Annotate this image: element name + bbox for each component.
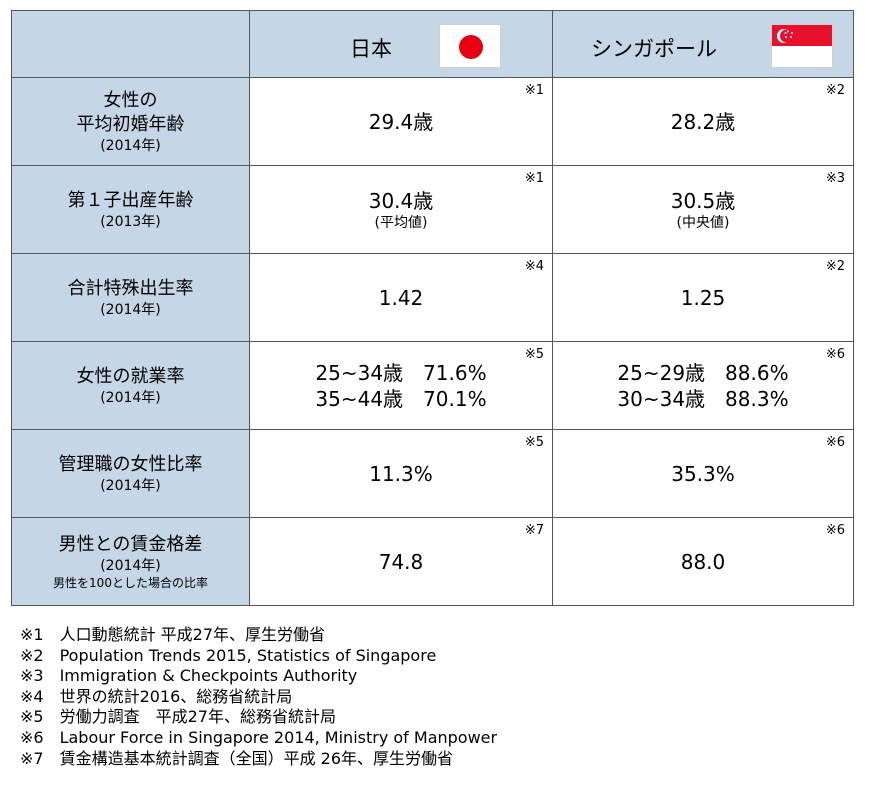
source-reference: ※5: [524, 347, 544, 362]
source-reference: ※2: [825, 259, 845, 274]
singapore-value-cell: ※2 28.2歳: [552, 77, 854, 166]
row-label-cell: 管理職の女性比率 (2014年): [11, 429, 250, 518]
row-year: (2013年): [100, 213, 161, 230]
row-label-cell: 女性の就業率 (2014年): [11, 341, 250, 430]
row-label: 合計特殊出生率: [67, 277, 194, 299]
footnote: ※2 Population Trends 2015, Statistics of…: [20, 645, 437, 665]
header-japan: 日本: [249, 10, 553, 78]
singapore-value-cell: ※6 25~29歳 88.6% 30~34歳 88.3%: [552, 341, 854, 430]
table-body: 女性の 平均初婚年齢 (2014年) ※1 29.4歳 ※2 28.2歳第１子出産年齢 (20…: [11, 77, 854, 606]
singapore-value: 88.0: [680, 549, 726, 574]
japan-value-cell: ※7 74.8: [249, 517, 553, 606]
singapore-value-cell: ※6 88.0: [552, 517, 854, 606]
source-reference: ※6: [825, 435, 845, 450]
comparison-table: 日本 シンガポール 女性の 平均初婚年齢 (2014年) ※1 29.4歳 ※2 28.2歳…: [11, 10, 854, 606]
japan-value: 74.8: [378, 549, 424, 574]
japan-value: 35~44歳 70.1%: [315, 386, 487, 411]
singapore-column-title: シンガポール: [591, 37, 717, 61]
japan-column-title: 日本: [350, 37, 392, 61]
row-year: (2014年): [100, 389, 161, 406]
header-empty-cell: [11, 10, 250, 78]
row-label: 女性の: [103, 89, 158, 111]
row-label: 管理職の女性比率: [58, 453, 203, 475]
japan-value: 25~34歳 71.6%: [315, 360, 487, 385]
singapore-value: 25~29歳 88.6%: [617, 360, 789, 385]
singapore-value-cell: ※6 35.3%: [552, 429, 854, 518]
japan-value: 29.4歳: [368, 109, 434, 134]
header-singapore: シンガポール: [552, 10, 854, 78]
footnotes-list: ※1 人口動態統計 平成27年、厚生労働省 ※2 Population Trend…: [20, 625, 497, 769]
singapore-value-cell: ※3 30.5歳 (中央値): [552, 165, 854, 254]
row-year: (2014年): [100, 301, 161, 318]
source-reference: ※5: [524, 435, 544, 450]
singapore-value-qualifier: (中央値): [676, 214, 730, 231]
footnote: ※6 Labour Force in Singapore 2014, Minis…: [20, 727, 498, 747]
row-label-cell: 女性の 平均初婚年齢 (2014年): [11, 77, 250, 166]
row-label-cell: 第１子出産年齢 (2013年): [11, 165, 250, 254]
table-row: 女性の就業率 (2014年) ※5 25~34歳 71.6% 35~44歳 70.1% ※…: [11, 341, 854, 430]
footnote: ※1 人口動態統計 平成27年、厚生労働省: [20, 625, 326, 644]
header-row: 日本 シンガポール: [11, 10, 854, 78]
row-year: (2014年): [100, 137, 161, 154]
japan-value-cell: ※5 25~34歳 71.6% 35~44歳 70.1%: [249, 341, 553, 430]
row-year: (2014年): [100, 477, 161, 494]
source-reference: ※4: [524, 259, 544, 274]
japan-value-cell: ※1 29.4歳: [249, 77, 553, 166]
japan-value: 30.4歳: [368, 188, 434, 213]
source-reference: ※6: [825, 523, 845, 538]
japan-value: 1.42: [378, 285, 424, 310]
table-row: 第１子出産年齢 (2013年) ※1 30.4歳 (平均値) ※3 30.5歳 (中央値): [11, 165, 854, 254]
singapore-value: 30.5歳: [670, 188, 736, 213]
japan-flag-icon: [439, 24, 501, 68]
singapore-value: 35.3%: [671, 461, 735, 486]
source-reference: ※7: [524, 523, 544, 538]
table-row: 男性との賃金格差 (2014年) 男性を100とした場合の比率 ※7 74.8 ※6 88.…: [11, 517, 854, 606]
japan-value-cell: ※4 1.42: [249, 253, 553, 342]
singapore-value: 1.25: [680, 285, 726, 310]
row-label-cell: 男性との賃金格差 (2014年) 男性を100とした場合の比率: [11, 517, 250, 606]
japan-value: 11.3%: [369, 461, 433, 486]
row-label: 平均初婚年齢: [76, 113, 185, 135]
source-reference: ※1: [524, 83, 544, 98]
source-reference: ※6: [825, 347, 845, 362]
table-row: 管理職の女性比率 (2014年) ※5 11.3% ※6 35.3%: [11, 429, 854, 518]
footnote: ※5 労働力調査 平成27年、総務省統計局: [20, 707, 336, 727]
table-row: 女性の 平均初婚年齢 (2014年) ※1 29.4歳 ※2 28.2歳: [11, 77, 854, 166]
row-label: 女性の就業率: [76, 365, 185, 387]
japan-value-cell: ※1 30.4歳 (平均値): [249, 165, 553, 254]
source-reference: ※1: [524, 171, 544, 186]
singapore-value: 30~34歳 88.3%: [617, 386, 789, 411]
row-label: 第１子出産年齢: [67, 189, 194, 211]
singapore-value: 28.2歳: [670, 109, 736, 134]
row-note: 男性を100とした場合の比率: [53, 575, 208, 590]
japan-value-qualifier: (平均値): [374, 214, 428, 231]
source-reference: ※3: [825, 171, 845, 186]
footnote: ※3 Immigration & Checkpoints Authority: [20, 666, 358, 686]
row-label-cell: 合計特殊出生率 (2014年): [11, 253, 250, 342]
footnote: ※4 世界の統計2016、総務省統計局: [20, 686, 293, 706]
singapore-flag-icon: [771, 24, 833, 68]
table-row: 合計特殊出生率 (2014年) ※4 1.42 ※2 1.25: [11, 253, 854, 342]
source-reference: ※2: [825, 83, 845, 98]
footnote: ※7 賃金構造基本統計調査（全国）平成 26年、厚生労働省: [20, 748, 454, 768]
japan-value-cell: ※5 11.3%: [249, 429, 553, 518]
singapore-value-cell: ※2 1.25: [552, 253, 854, 342]
row-year: (2014年): [100, 557, 161, 574]
row-label: 男性との賃金格差: [58, 533, 203, 555]
